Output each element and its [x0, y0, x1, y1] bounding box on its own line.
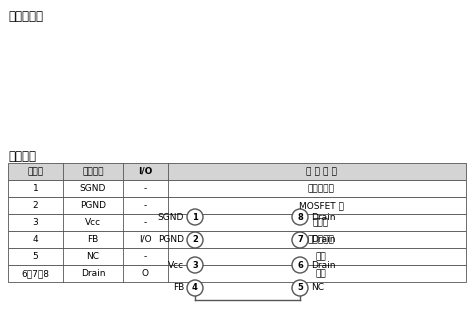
Circle shape: [292, 280, 308, 296]
Text: SGND: SGND: [158, 212, 184, 221]
Text: I/O: I/O: [139, 235, 152, 244]
Text: O: O: [142, 269, 149, 278]
Text: 管脚说明: 管脚说明: [8, 150, 36, 163]
Polygon shape: [8, 197, 466, 214]
Circle shape: [292, 209, 308, 225]
Text: 供电脚: 供电脚: [313, 218, 329, 227]
Text: FB: FB: [87, 235, 99, 244]
Text: 5: 5: [297, 283, 303, 292]
Text: 6，7，8: 6，7，8: [21, 269, 49, 278]
Circle shape: [292, 257, 308, 273]
Text: Drain: Drain: [81, 269, 105, 278]
Text: 3: 3: [192, 261, 198, 269]
Text: -: -: [144, 184, 147, 193]
Text: 1: 1: [192, 212, 198, 221]
Polygon shape: [8, 248, 466, 265]
Text: 1: 1: [33, 184, 38, 193]
Text: 6: 6: [297, 261, 303, 269]
Polygon shape: [8, 265, 466, 282]
Text: I/O: I/O: [138, 167, 153, 176]
Text: 控制电路地: 控制电路地: [308, 184, 335, 193]
Circle shape: [187, 232, 203, 248]
Text: 5: 5: [33, 252, 38, 261]
Text: Drain: Drain: [311, 261, 336, 269]
Circle shape: [187, 280, 203, 296]
Polygon shape: [8, 214, 466, 231]
Polygon shape: [8, 231, 466, 248]
Text: 管脚排列图: 管脚排列图: [8, 10, 43, 23]
Polygon shape: [8, 180, 466, 197]
Text: 空脚: 空脚: [316, 252, 327, 261]
Text: 漏端: 漏端: [316, 269, 327, 278]
Text: 功 能 描 述: 功 能 描 述: [306, 167, 337, 176]
Text: PGND: PGND: [158, 236, 184, 245]
Text: PGND: PGND: [80, 201, 106, 210]
Text: -: -: [144, 201, 147, 210]
Text: Vcc: Vcc: [85, 218, 101, 227]
Circle shape: [187, 257, 203, 273]
Text: 4: 4: [192, 283, 198, 292]
Text: Drain: Drain: [311, 236, 336, 245]
Text: -: -: [144, 218, 147, 227]
Text: MOSFET 地: MOSFET 地: [299, 201, 344, 210]
Text: SGND: SGND: [80, 184, 106, 193]
Circle shape: [292, 232, 308, 248]
Text: Vcc: Vcc: [168, 261, 184, 269]
Circle shape: [187, 209, 203, 225]
Text: Drain: Drain: [311, 212, 336, 221]
Text: 管脚名称: 管脚名称: [82, 167, 104, 176]
Text: 2: 2: [192, 236, 198, 245]
Text: NC: NC: [86, 252, 100, 261]
Text: 8: 8: [297, 212, 303, 221]
Text: FB: FB: [173, 283, 184, 292]
Text: NC: NC: [311, 283, 324, 292]
Text: 7: 7: [297, 236, 303, 245]
Text: 管脚号: 管脚号: [27, 167, 44, 176]
Text: 3: 3: [33, 218, 38, 227]
Polygon shape: [8, 163, 466, 180]
Text: -: -: [144, 252, 147, 261]
Text: 4: 4: [33, 235, 38, 244]
Text: 2: 2: [33, 201, 38, 210]
Text: 反馈输入脚: 反馈输入脚: [308, 235, 335, 244]
